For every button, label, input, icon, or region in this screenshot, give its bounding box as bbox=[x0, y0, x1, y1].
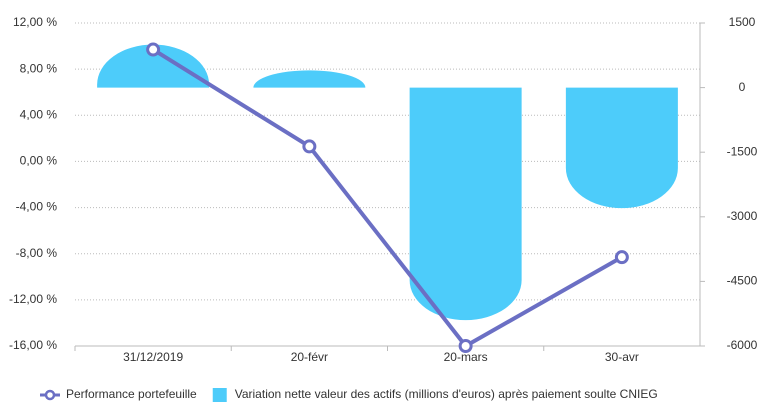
legend-marker bbox=[212, 388, 227, 402]
legend-label: Performance portefeuille bbox=[66, 387, 197, 401]
y-tick-label: -4,00 % bbox=[16, 200, 58, 214]
y-tick-label: 0,00 % bbox=[20, 154, 58, 168]
point bbox=[302, 139, 317, 154]
bar bbox=[97, 44, 210, 88]
y2-tick-label: -4500 bbox=[727, 274, 758, 288]
y2-tick-label: 1500 bbox=[729, 15, 756, 29]
legend-marker bbox=[44, 389, 56, 401]
y2-tick-label: 0 bbox=[739, 80, 746, 94]
y2-tick-label: -3000 bbox=[727, 209, 758, 223]
y2-tick-label: -6000 bbox=[727, 338, 758, 352]
point bbox=[614, 250, 629, 265]
point bbox=[146, 42, 161, 57]
y-tick-label: 4,00 % bbox=[20, 107, 58, 121]
bar bbox=[409, 87, 522, 321]
x-tick-label: 20-févr bbox=[291, 350, 328, 364]
y2-tick-label: -1500 bbox=[727, 144, 758, 158]
legend-label: Variation nette valeur des actifs (milli… bbox=[235, 387, 658, 401]
point bbox=[458, 339, 473, 353]
bar bbox=[565, 87, 678, 209]
y-tick-label: 8,00 % bbox=[20, 61, 58, 75]
y-tick-label: -8,00 % bbox=[16, 246, 58, 260]
y-tick-label: -12,00 % bbox=[9, 292, 57, 306]
y-tick-label: -16,00 % bbox=[9, 338, 57, 352]
x-tick-label: 31/12/2019 bbox=[123, 350, 183, 364]
bar bbox=[253, 70, 366, 88]
x-tick-label: 30-avr bbox=[605, 350, 639, 364]
y-tick-label: 12,00 % bbox=[13, 15, 57, 29]
x-tick-label: 20-mars bbox=[444, 350, 488, 364]
line bbox=[152, 47, 623, 349]
